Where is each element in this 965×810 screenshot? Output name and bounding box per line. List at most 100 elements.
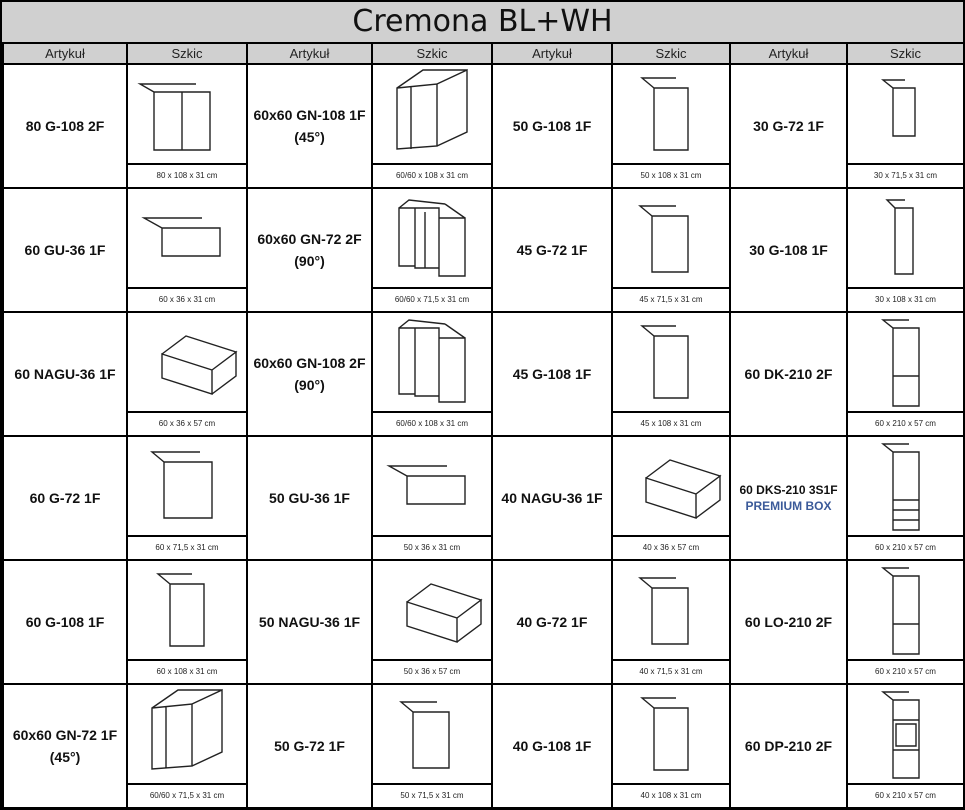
sketch-cell: 60 x 210 x 57 cm (846, 683, 963, 808)
fridge-column-icon (848, 313, 963, 413)
article-cell: 50 G-108 1F (491, 63, 613, 189)
article-code: 50 NAGU-36 1F (258, 614, 361, 630)
article-code: 60 GU-36 1F (24, 242, 106, 258)
dimensions-label: 80 x 108 x 31 cm (156, 171, 218, 180)
sketch-cell: 40 x 36 x 57 cm (611, 435, 731, 561)
table-row: 80 G-108 2F 80 x 108 x 31 cm 60x60 GN-108 … (2, 63, 963, 189)
article-cell: 60x60 GN-108 1F (45°) (246, 63, 373, 189)
column-header: Artykuł (246, 44, 373, 65)
sketch-cell: 40 x 108 x 31 cm (611, 683, 731, 808)
square-wall-cabinet-icon (128, 437, 246, 537)
sketch-cell: 60 x 36 x 31 cm (126, 187, 248, 313)
dimensions-label: 60/60 x 71,5 x 31 cm (149, 791, 225, 800)
dimensions-label: 60 x 210 x 57 cm (875, 543, 936, 552)
sketch-cell: 50 x 36 x 31 cm (371, 435, 493, 561)
dimensions-label: 60 x 108 x 31 cm (156, 667, 218, 676)
sketch-cell: 30 x 71,5 x 31 cm (846, 63, 963, 189)
sketch-cell: 50 x 36 x 57 cm (371, 559, 493, 685)
article-code: 60x60 GN-108 1F (253, 107, 366, 123)
article-note: (90°) (294, 253, 325, 269)
article-code: 45 G-72 1F (516, 242, 588, 258)
article-code: 60 G-108 1F (25, 614, 105, 630)
wall-cabinet-icon (373, 685, 491, 785)
dimensions-label: 60 x 210 x 57 cm (875, 419, 936, 428)
article-cell: 60 DP-210 2F (729, 683, 848, 808)
article-cell: 45 G-108 1F (491, 311, 613, 437)
article-code: 45 G-108 1F (512, 366, 592, 382)
table-row: 60 NAGU-36 1F 60 x 36 x 57 cm 60x60 GN-108… (2, 311, 963, 437)
article-code: 50 GU-36 1F (269, 490, 350, 506)
article-cell: 40 G-108 1F (491, 683, 613, 808)
table-row: 60x60 GN-72 1F (45°) 60/60 x 71,5 x 31 cm 5… (2, 683, 963, 808)
article-cell: 60 GU-36 1F (2, 187, 128, 313)
dimensions-label: 45 x 71,5 x 31 cm (639, 295, 703, 304)
article-code: 60 DK-210 2F (744, 366, 833, 382)
article-code: 30 G-72 1F (753, 118, 824, 134)
article-note: (90°) (294, 377, 325, 393)
tall-wall-cabinet-icon (613, 685, 729, 785)
article-cell: 60 NAGU-36 1F (2, 311, 128, 437)
deep-low-cabinet-icon (128, 313, 246, 413)
article-code: 60 LO-210 2F (744, 614, 833, 630)
article-cell: 40 NAGU-36 1F (491, 435, 613, 561)
sketch-cell: 60 x 210 x 57 cm (846, 559, 963, 685)
dimensions-label: 60/60 x 71,5 x 31 cm (394, 295, 470, 304)
corner-cabinet-90-icon (373, 189, 491, 289)
column-header: Artykuł (491, 44, 613, 65)
corner-cabinet-45-icon (373, 65, 491, 165)
dimensions-label: 60 x 36 x 31 cm (158, 295, 216, 304)
article-code: 30 G-108 1F (749, 242, 828, 258)
article-code: 50 G-72 1F (274, 738, 345, 754)
low-wall-cabinet-icon (128, 189, 246, 289)
deep-low-cabinet-icon (613, 437, 729, 537)
column-header: Artykuł (2, 44, 128, 65)
table-row: 60 G-72 1F 60 x 71,5 x 31 cm 50 GU-36 1F 50… (2, 435, 963, 561)
sketch-cell: 60/60 x 108 x 31 cm (371, 311, 493, 437)
article-note: PREMIUM BOX (745, 499, 832, 513)
narrow-wall-cabinet-icon (848, 65, 963, 165)
sketch-cell: 60/60 x 71,5 x 31 cm (126, 683, 248, 808)
article-cell: 60x60 GN-72 1F (45°) (2, 683, 128, 808)
dimensions-label: 60/60 x 108 x 31 cm (395, 419, 469, 428)
article-cell: 50 NAGU-36 1F (246, 559, 373, 685)
article-cell: 60 G-108 1F (2, 559, 128, 685)
wall-cabinet-2-door-icon (128, 65, 246, 165)
article-code: 60x60 GN-72 2F (257, 231, 362, 247)
tall-wall-cabinet-icon (128, 561, 246, 661)
article-cell: 60 LO-210 2F (729, 559, 848, 685)
dimensions-label: 40 x 36 x 57 cm (642, 543, 700, 552)
article-cell: 80 G-108 2F (2, 63, 128, 189)
sketch-cell: 50 x 71,5 x 31 cm (371, 683, 493, 808)
narrow-tall-wall-cabinet-icon (848, 189, 963, 289)
article-cell: 60 DKS-210 3S1F PREMIUM BOX (729, 435, 848, 561)
fridge-column-icon (848, 561, 963, 661)
sketch-cell: 60/60 x 108 x 31 cm (371, 63, 493, 189)
sketch-cell: 60 x 36 x 57 cm (126, 311, 248, 437)
dimensions-label: 30 x 71,5 x 31 cm (873, 171, 938, 180)
sketch-cell: 45 x 108 x 31 cm (611, 311, 731, 437)
drawer-column-icon (848, 437, 963, 537)
tall-wall-cabinet-icon (613, 65, 729, 165)
dimensions-label: 50 x 71,5 x 31 cm (400, 791, 464, 800)
article-code: 40 G-108 1F (512, 738, 592, 754)
column-header: Szkic (611, 44, 731, 65)
column-header: Szkic (126, 44, 248, 65)
low-wall-cabinet-icon (373, 437, 491, 537)
page-title: Cremona BL+WH (2, 2, 963, 44)
sketch-cell: 60 x 71,5 x 31 cm (126, 435, 248, 561)
article-code: 60x60 GN-108 2F (253, 355, 366, 371)
article-cell: 30 G-72 1F (729, 63, 848, 189)
article-cell: 60 DK-210 2F (729, 311, 848, 437)
article-note: (45°) (294, 129, 325, 145)
dimensions-label: 60/60 x 108 x 31 cm (395, 171, 469, 180)
table-row: 60 GU-36 1F 60 x 36 x 31 cm 60x60 GN-72 2F… (2, 187, 963, 313)
oven-column-icon (848, 685, 963, 785)
sketch-cell: 60/60 x 71,5 x 31 cm (371, 187, 493, 313)
article-code: 50 G-108 1F (512, 118, 592, 134)
article-code: 60 G-72 1F (29, 490, 101, 506)
dimensions-label: 60 x 36 x 57 cm (158, 419, 216, 428)
article-cell: 60 G-72 1F (2, 435, 128, 561)
sketch-cell: 60 x 108 x 31 cm (126, 559, 248, 685)
dimensions-label: 40 x 71,5 x 31 cm (639, 667, 703, 676)
